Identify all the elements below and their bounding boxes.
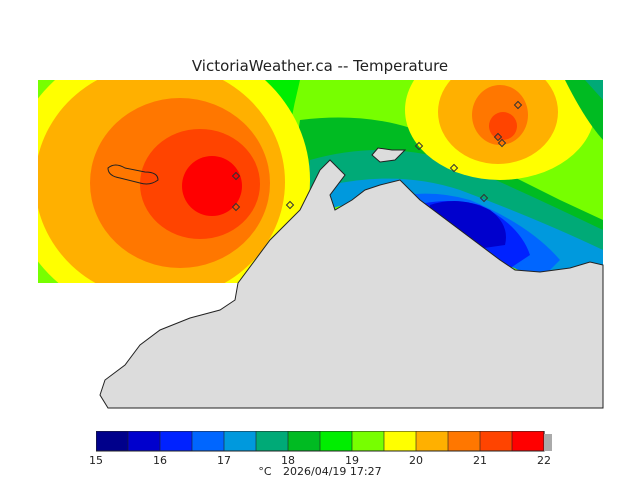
- station-marker[interactable]: [414, 141, 424, 151]
- cell-ne-corner-teal: [585, 80, 603, 100]
- legend-swatch: [447, 431, 481, 452]
- legend-tick-label: 17: [217, 454, 231, 467]
- station-marker[interactable]: [513, 100, 523, 110]
- legend-swatch: [351, 431, 385, 452]
- station-marker[interactable]: [231, 202, 241, 212]
- legend-tick-label: 22: [537, 454, 551, 467]
- color-legend: [96, 431, 552, 452]
- legend-swatch: [255, 431, 289, 452]
- legend-tick-label: 18: [281, 454, 295, 467]
- station-marker[interactable]: [285, 200, 295, 210]
- station-markers: [231, 100, 523, 212]
- legend-tick-label: 21: [473, 454, 487, 467]
- station-marker[interactable]: [479, 193, 489, 203]
- legend-tick-label: 19: [345, 454, 359, 467]
- cell-west-red: [182, 156, 242, 216]
- legend-tick-label: 20: [409, 454, 423, 467]
- map-title: VictoriaWeather.ca -- Temperature: [191, 57, 449, 75]
- legend-swatch: [319, 431, 353, 452]
- legend-tick-label: 15: [89, 454, 103, 467]
- legend-caption: °C 2026/04/19 17:27: [0, 465, 640, 478]
- legend-swatch: [383, 431, 417, 452]
- legend-tick-label: 16: [153, 454, 167, 467]
- legend-swatch: [127, 431, 161, 452]
- legend-swatch: [96, 431, 129, 452]
- legend-swatch: [191, 431, 225, 452]
- legend-swatch: [159, 431, 193, 452]
- legend-shadow: [544, 434, 552, 451]
- legend-timestamp: 2026/04/19 17:27: [283, 465, 382, 478]
- land-mass: [99, 159, 604, 409]
- legend-swatch: [287, 431, 321, 452]
- station-marker[interactable]: [497, 138, 507, 148]
- island-outline: [107, 164, 159, 185]
- station-marker[interactable]: [493, 132, 503, 142]
- legend-unit: °C: [258, 465, 272, 478]
- legend-swatch: [415, 431, 449, 452]
- peninsula-north: [371, 147, 407, 163]
- legend-swatch: [223, 431, 257, 452]
- legend-swatch: [511, 431, 545, 452]
- cell-ne-red-orange: [489, 112, 517, 140]
- station-marker[interactable]: [449, 163, 459, 173]
- legend-swatch: [479, 431, 513, 452]
- cell-ne-corner-green: [565, 80, 603, 140]
- station-marker[interactable]: [231, 171, 241, 181]
